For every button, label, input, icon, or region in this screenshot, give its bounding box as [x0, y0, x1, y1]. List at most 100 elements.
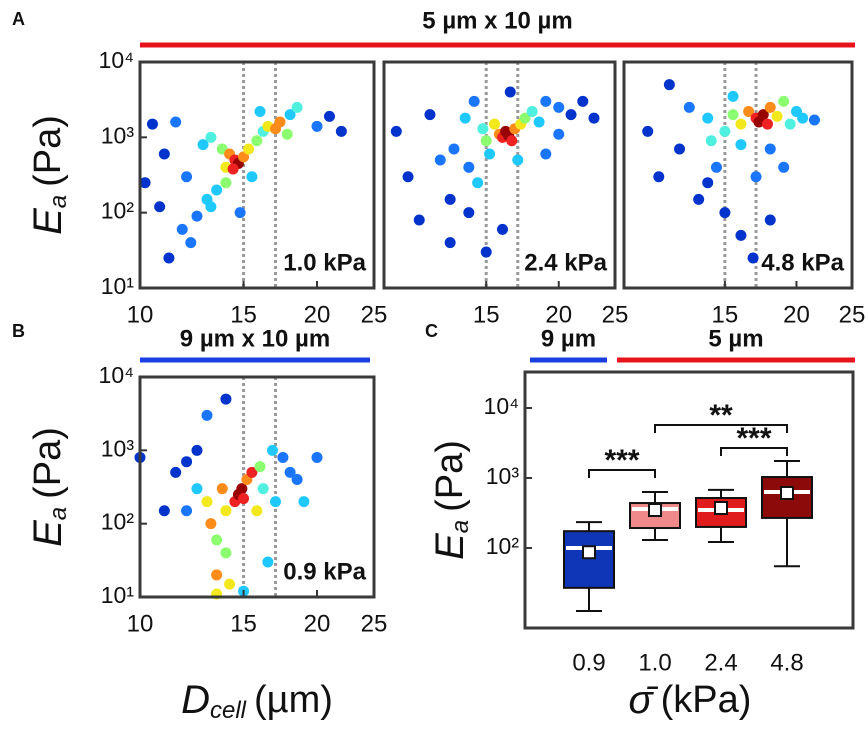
scatter-point	[533, 116, 545, 128]
y-tick-label: 10²	[101, 198, 135, 224]
scatter-point	[468, 95, 480, 107]
scatter-point	[480, 135, 492, 147]
scatter-point	[211, 569, 223, 581]
axis-label-subscript: a	[45, 507, 72, 520]
scatter-point	[663, 79, 675, 91]
scatter-point	[277, 451, 289, 463]
plot-area	[140, 377, 374, 597]
scatter-point	[674, 143, 686, 155]
scatter-point	[170, 116, 182, 128]
axis-label-subscript: a	[447, 520, 474, 533]
scatter-point	[683, 101, 695, 113]
scatter-point	[553, 101, 565, 113]
scatter-point	[480, 246, 492, 258]
x-tick-label: 25	[602, 301, 629, 328]
scatter-point	[311, 451, 323, 463]
scatter-point	[191, 483, 203, 495]
header-text: 5 µm	[708, 325, 763, 352]
annotation: 2.4 kPa	[524, 249, 607, 276]
scatter-point	[512, 154, 524, 166]
scatter-point	[154, 201, 166, 213]
y-tick-label: 10⁴	[99, 362, 134, 388]
scatter-point	[808, 114, 820, 126]
scatter-point	[257, 483, 269, 495]
scatter-point	[284, 466, 296, 478]
x-tick-label: 0.9	[572, 649, 605, 676]
scatter-point	[291, 101, 303, 113]
scatter-point	[710, 161, 722, 173]
scatter-point	[506, 135, 518, 147]
header-text: 9 µm x 10 µm	[180, 325, 330, 352]
scatter-point	[220, 177, 232, 189]
scatter-point	[484, 148, 496, 160]
scatter-point	[205, 201, 217, 213]
annotation: 0.9 kPa	[283, 558, 366, 585]
scatter-point	[139, 177, 151, 189]
scatter-point	[246, 171, 258, 183]
x-tick-label: 10	[127, 610, 154, 637]
box	[563, 530, 615, 589]
scatter-point	[463, 207, 475, 219]
scatter-point	[205, 518, 217, 530]
scatter-point	[390, 125, 402, 137]
scatter-point	[191, 444, 203, 456]
scatter-point	[176, 223, 188, 235]
scatter-point	[735, 118, 747, 130]
plot-frame	[523, 370, 855, 630]
panel-label: A	[12, 9, 25, 29]
scatter-point	[642, 125, 654, 137]
scatter-point	[693, 193, 705, 205]
significance-label: ***	[604, 444, 639, 477]
scatter-point	[577, 95, 589, 107]
scatter-point	[238, 151, 250, 163]
mean	[714, 500, 728, 515]
x-tick-label: 20	[545, 301, 572, 328]
scatter-point	[719, 125, 731, 137]
panel-label: B	[12, 321, 25, 341]
scatter-point	[761, 118, 773, 130]
x-tick-label: 15	[473, 301, 500, 328]
plot-area	[384, 62, 615, 288]
scatter-point	[266, 444, 278, 456]
scatter-point	[653, 171, 665, 183]
scatter-point	[323, 110, 335, 122]
scatter-point	[216, 483, 228, 495]
header-text: 5 µm x 10 µm	[422, 7, 572, 34]
plot-frame	[138, 375, 376, 599]
annotation: 4.8 kPa	[761, 249, 844, 276]
scatter-point	[434, 154, 446, 166]
scatter-point	[444, 237, 456, 249]
scatter-point	[778, 161, 790, 173]
scatter-point	[243, 143, 255, 155]
y-tick-label: 10³	[101, 122, 135, 148]
y-tick-label: 10⁴	[484, 393, 519, 419]
scatter-point	[488, 118, 500, 130]
scatter-point	[211, 534, 223, 546]
scatter-point	[158, 505, 170, 517]
scatter-point	[236, 483, 248, 495]
scatter-point	[158, 148, 170, 160]
scatter-point	[281, 128, 293, 140]
scatter-point	[797, 112, 809, 124]
y-tick-label: 10⁴	[99, 47, 134, 73]
scatter-point	[463, 161, 475, 173]
scatter-point	[743, 106, 755, 118]
y-tick-label: 10¹	[101, 273, 135, 299]
axis-label-unit: (Pa)	[27, 427, 69, 499]
scatter-point	[459, 112, 471, 124]
scatter-point	[472, 177, 484, 189]
scatter-point	[519, 112, 531, 124]
scatter-point	[220, 547, 232, 559]
axis-label-symbol: σ̄	[629, 678, 659, 722]
scatter-point	[526, 106, 538, 118]
scatter-point	[764, 101, 776, 113]
y-tick-label: 10³	[101, 435, 135, 461]
scatter-point	[496, 223, 508, 235]
scatter-point	[540, 95, 552, 107]
x-tick-label: 4.8	[770, 649, 803, 676]
scatter-point	[311, 120, 323, 132]
y-tick-label: 10¹	[101, 582, 135, 608]
scatter-point	[251, 505, 263, 517]
scatter-point	[170, 466, 182, 478]
